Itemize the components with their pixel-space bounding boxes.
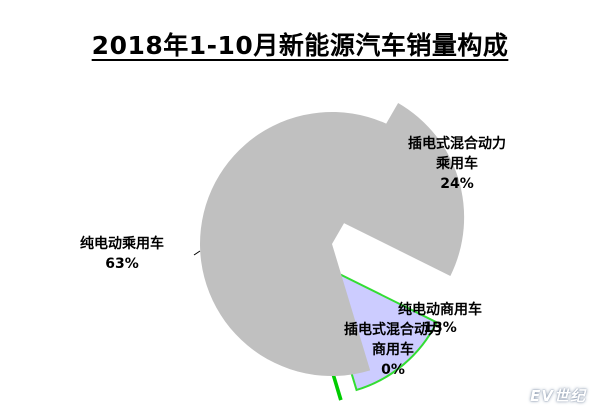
slice-percent: 0%	[381, 362, 405, 378]
slice-percent: 24%	[440, 176, 474, 192]
slice-label-phev-commercial: 插电式混合动力 商用车 0%	[344, 320, 442, 380]
slice-percent: 13%	[423, 320, 457, 336]
pie-slice-phev-passenger	[332, 102, 465, 276]
slice-label-phev-passenger: 插电式混合动力 乘用车 24%	[408, 134, 506, 194]
slice-percent: 63%	[105, 256, 139, 272]
slice-label-line: 商用车	[372, 342, 414, 358]
chart-title: 2018年1-10月新能源汽车销量构成	[91, 31, 509, 60]
slice-label-bev-commercial: 纯电动商用车 13%	[398, 300, 482, 338]
slice-label-line: 纯电动商用车	[398, 302, 482, 318]
slice-label-line: 插电式混合动力	[408, 136, 506, 152]
pie-slice-bev-passenger	[200, 112, 398, 377]
slice-label-bev-passenger: 纯电动乘用车 63%	[80, 234, 164, 274]
slice-label-line: 纯电动乘用车	[80, 236, 164, 252]
slice-label-line: 插电式混合动力	[344, 322, 442, 338]
slice-label-line: 乘用车	[436, 156, 478, 172]
watermark-logo: EV世纪	[530, 387, 586, 405]
leader-line	[193, 250, 201, 256]
